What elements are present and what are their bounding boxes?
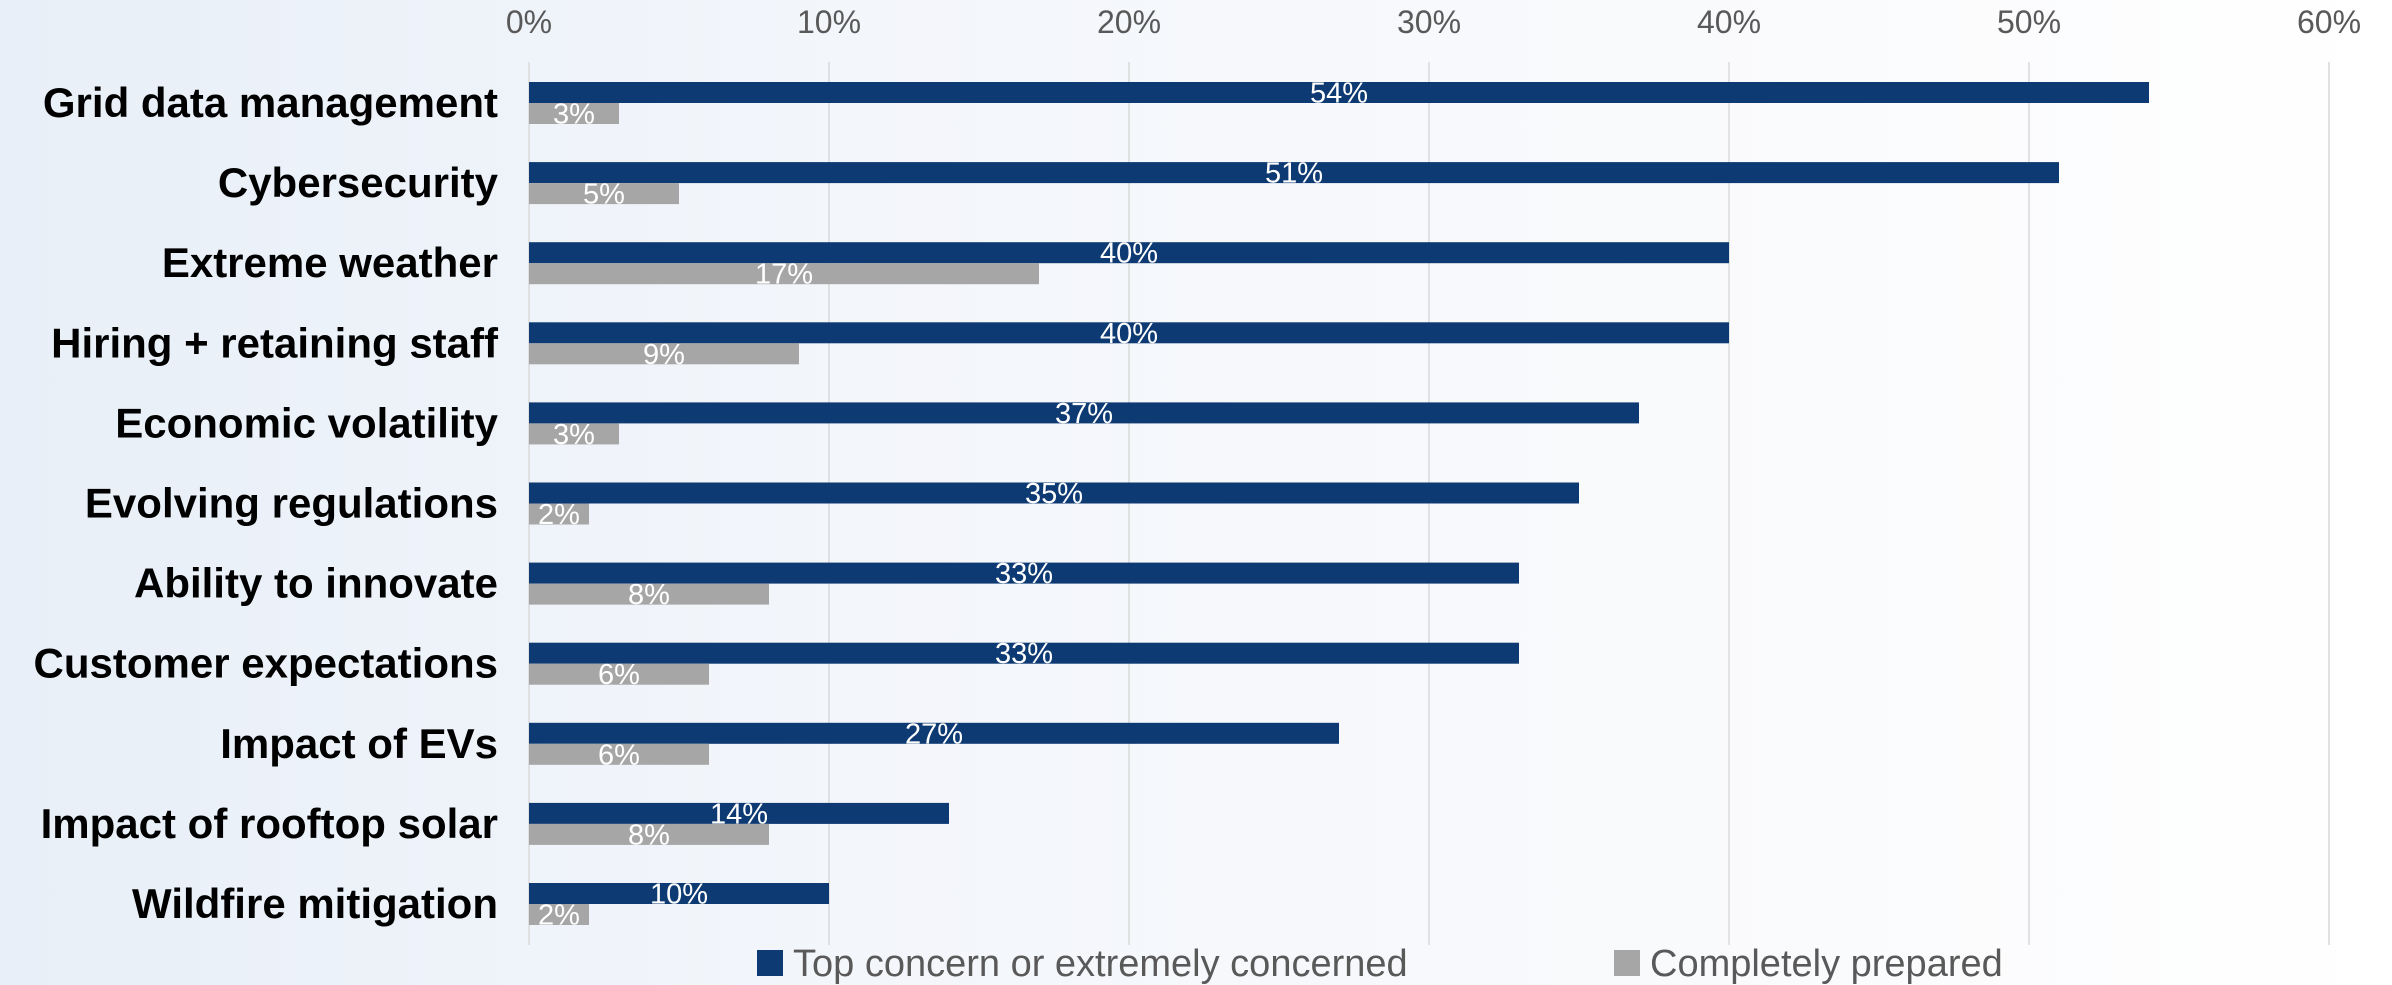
bar-top-concern [529,82,2149,103]
category-label: Evolving regulations [85,480,498,527]
bar-completely-prepared [529,423,619,445]
bar-top-concern [529,162,2059,184]
category-label: Hiring + retaining staff [51,319,499,366]
data-label: 2% [538,499,580,531]
category-label: Customer expectations [34,640,498,687]
data-label: 35% [1025,478,1083,510]
data-label: 5% [583,179,625,211]
bar-completely-prepared [529,743,709,765]
bar-completely-prepared [529,503,589,525]
data-label: 54% [1310,78,1368,110]
bar-top-concern [529,642,1519,664]
bar-top-concern [529,722,1339,744]
legend-label-completely-prepared: Completely prepared [1650,943,2003,985]
bar-completely-prepared [529,904,589,925]
bar-top-concern [529,322,1729,344]
data-label: 2% [538,900,580,932]
category-label: Impact of rooftop solar [41,800,498,847]
data-label: 37% [1055,398,1113,430]
x-tick-label: 60% [2297,4,2361,40]
data-label: 6% [598,659,640,691]
bar-completely-prepared [529,103,619,124]
category-label: Ability to innovate [134,560,498,607]
bar-top-concern [529,242,1729,264]
data-label: 8% [628,579,670,611]
bar-top-concern [529,802,949,824]
data-label: 3% [553,99,595,131]
data-label: 27% [905,718,963,750]
legend-swatch-completely-prepared [1614,950,1640,976]
x-tick-label: 30% [1397,4,1461,40]
data-label: 40% [1100,238,1158,270]
legend-swatch-top-concern [757,950,783,976]
data-label: 33% [995,558,1053,590]
category-label: Impact of EVs [220,720,498,767]
category-label: Cybersecurity [218,159,499,206]
bar-top-concern [529,402,1639,424]
bar-completely-prepared [529,183,679,205]
x-tick-label: 10% [797,4,861,40]
bar-completely-prepared [529,823,769,845]
x-tick-label: 40% [1697,4,1761,40]
bar-completely-prepared [529,663,709,685]
bar-completely-prepared [529,583,769,605]
data-label: 51% [1265,158,1323,190]
data-label: 3% [553,419,595,451]
data-label: 17% [755,259,813,291]
category-label: Wildfire mitigation [132,880,498,927]
bar-top-concern [529,883,829,904]
bar-completely-prepared [529,343,799,365]
bar-top-concern [529,482,1579,504]
x-tick-label: 20% [1097,4,1161,40]
x-tick-label: 0% [506,4,552,40]
data-label: 10% [650,879,708,911]
bar-top-concern [529,562,1519,584]
data-label: 33% [995,638,1053,670]
category-label: Economic volatility [115,399,498,446]
category-label: Extreme weather [162,239,498,286]
data-label: 40% [1100,318,1158,350]
data-label: 6% [598,739,640,771]
legend-label-top-concern: Top concern or extremely concerned [793,943,1408,985]
bar-completely-prepared [529,263,1039,285]
x-tick-label: 50% [1997,4,2061,40]
category-label: Grid data management [43,79,498,126]
data-label: 8% [628,819,670,851]
data-label: 9% [643,339,685,371]
